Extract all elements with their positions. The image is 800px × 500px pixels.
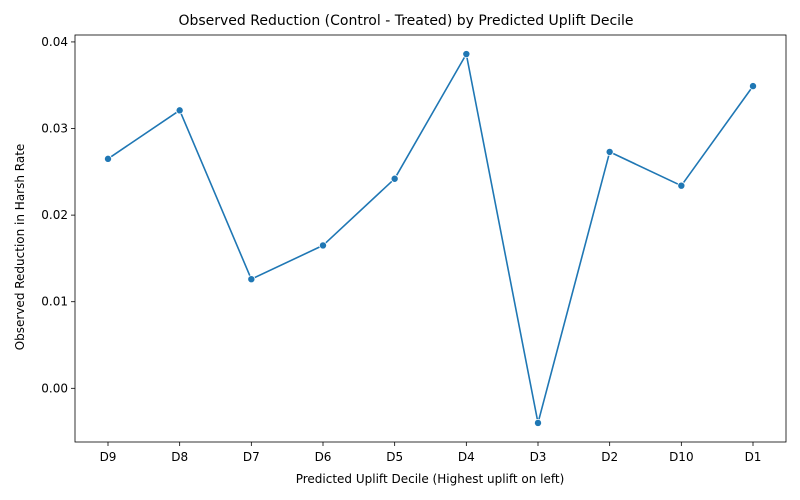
data-point xyxy=(175,106,184,115)
data-point xyxy=(462,50,471,59)
data-point xyxy=(677,181,686,190)
y-tick-label: 0.00 xyxy=(41,381,68,395)
series-line xyxy=(107,53,754,424)
x-tick-label: D7 xyxy=(243,450,260,464)
data-point xyxy=(749,82,758,91)
axes-frame xyxy=(74,34,787,443)
y-tick-label: 0.04 xyxy=(41,35,68,49)
x-tick-label: D9 xyxy=(100,450,117,464)
x-tick-label: D3 xyxy=(530,450,547,464)
x-tick-label: D8 xyxy=(171,450,188,464)
data-point xyxy=(390,174,399,183)
chart-title: Observed Reduction (Control - Treated) b… xyxy=(178,13,633,29)
data-point xyxy=(534,418,543,427)
x-tick-label: D6 xyxy=(315,450,332,464)
x-tick-label: D4 xyxy=(458,450,475,464)
data-point xyxy=(104,154,113,163)
y-tick-label: 0.01 xyxy=(41,295,68,309)
x-axis-label: Predicted Uplift Decile (Highest uplift … xyxy=(296,472,565,486)
x-tick-label: D2 xyxy=(601,450,618,464)
x-tick-label: D5 xyxy=(386,450,403,464)
x-tick-label: D10 xyxy=(669,450,694,464)
y-tick-label: 0.03 xyxy=(41,122,68,136)
y-axis-label: Observed Reduction in Harsh Rate xyxy=(13,144,27,351)
x-tick-label: D1 xyxy=(745,450,762,464)
data-point xyxy=(605,147,614,156)
y-tick-label: 0.02 xyxy=(41,208,68,222)
data-point xyxy=(318,241,327,250)
plot-area: 0.00 0.01 0.02 0.03 0.04 D9 D8 D7 D6 D5 D4 D3 D2 D10 D… xyxy=(41,34,787,464)
data-point xyxy=(247,275,256,284)
